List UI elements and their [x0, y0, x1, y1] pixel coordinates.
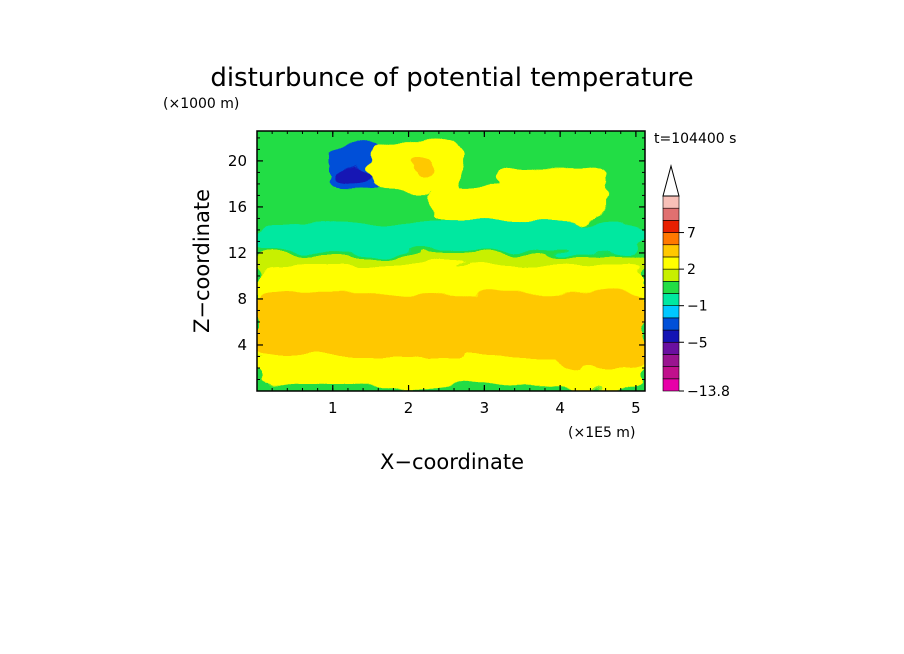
x-axis-label: X−coordinate — [380, 450, 524, 474]
colorbar-tick-label: −1 — [687, 299, 708, 315]
y-tick-label: 20 — [228, 152, 247, 170]
y-tick-label: 4 — [237, 336, 247, 354]
plot-frame — [256, 130, 646, 392]
colorbar-swatch — [662, 378, 680, 392]
colorbar-swatch — [662, 220, 680, 233]
time-label: t=104400 s — [654, 131, 736, 147]
x-tick-label: 4 — [555, 399, 565, 417]
field-region-12 — [560, 298, 645, 368]
field-region-5 — [257, 224, 645, 251]
y-tick-label: 16 — [228, 198, 247, 216]
colorbar-swatch — [662, 341, 680, 355]
field-region-4 — [257, 356, 645, 386]
colorbar-extend-arrow — [662, 164, 680, 197]
colorbar-swatch — [662, 317, 680, 331]
colorbar-swatch — [662, 305, 680, 319]
colorbar-swatch — [662, 293, 680, 306]
colorbar-swatch — [662, 268, 680, 282]
y-axis-label: Z−coordinate — [190, 189, 214, 333]
plot-area — [257, 131, 645, 391]
x-tick-label: 3 — [480, 399, 490, 417]
colorbar-swatch — [662, 207, 680, 221]
x-tick-label: 5 — [631, 399, 641, 417]
colorbar-swatch — [662, 232, 680, 246]
y-axis: 4 8 12 16 20 — [228, 137, 645, 380]
x-unit-label: (×1E5 m) — [568, 425, 635, 441]
colorbar: 7 2 −1 −5 −13.8 — [662, 164, 730, 400]
y-tick-label: 12 — [228, 244, 247, 262]
colorbar-swatch — [662, 329, 680, 343]
field-region-9 — [408, 160, 432, 179]
field-region-11 — [431, 183, 599, 225]
colorbar-swatch — [662, 366, 680, 380]
colorbar-tick-label: 2 — [687, 262, 696, 278]
colorbar-tick-label: −5 — [687, 335, 708, 351]
colorbar-swatch — [662, 281, 680, 294]
colorbar-swatch — [662, 244, 680, 258]
colorbar-swatch — [662, 354, 680, 367]
colorbar-swatch — [662, 195, 680, 209]
chart-title: disturbunce of potential temperature — [210, 63, 693, 93]
x-axis: 1 2 3 4 5 — [271, 131, 641, 417]
field-region-3 — [257, 293, 645, 357]
x-tick-label: 1 — [328, 399, 338, 417]
x-tick-label: 2 — [404, 399, 414, 417]
field-region-7 — [332, 166, 371, 184]
colorbar-tick-label: −13.8 — [687, 384, 730, 400]
field-layer — [257, 131, 645, 391]
colorbar-swatch — [662, 256, 680, 270]
y-tick-label: 8 — [237, 290, 247, 308]
colorbar-tick-label: 7 — [687, 226, 696, 242]
y-unit-label: (×1000 m) — [163, 96, 239, 112]
